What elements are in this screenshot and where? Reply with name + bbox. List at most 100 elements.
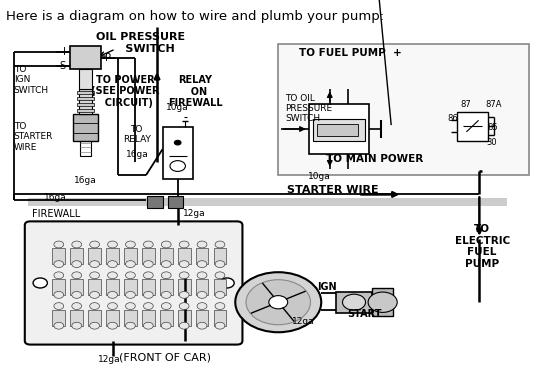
Text: 16ga: 16ga (126, 149, 148, 159)
Bar (160, 279, 172, 295)
Circle shape (174, 141, 181, 145)
Circle shape (161, 303, 171, 310)
Bar (196, 310, 208, 326)
Circle shape (107, 241, 117, 248)
Text: 87: 87 (460, 100, 471, 109)
Circle shape (126, 241, 136, 248)
Circle shape (72, 322, 82, 329)
Bar (163, 127, 193, 179)
Bar (52, 248, 65, 264)
Circle shape (179, 322, 189, 329)
Circle shape (107, 272, 117, 279)
Circle shape (235, 272, 321, 332)
Bar (457, 112, 488, 141)
Bar (124, 279, 137, 295)
Circle shape (72, 241, 82, 248)
Text: 87A: 87A (485, 100, 501, 109)
Circle shape (126, 322, 136, 329)
Bar (313, 119, 365, 141)
Text: (FRONT OF CAR): (FRONT OF CAR) (120, 352, 211, 362)
Bar (196, 279, 208, 295)
Circle shape (197, 291, 207, 298)
Bar (80, 139, 91, 156)
Circle shape (54, 272, 64, 279)
Bar (77, 91, 94, 94)
Text: TO MAIN POWER: TO MAIN POWER (326, 154, 423, 164)
Circle shape (161, 322, 171, 329)
Circle shape (107, 322, 117, 329)
Bar (77, 97, 94, 100)
Text: TO
RELAY: TO RELAY (123, 125, 150, 144)
Circle shape (197, 322, 207, 329)
Circle shape (161, 241, 171, 248)
Circle shape (107, 291, 117, 298)
Circle shape (368, 292, 397, 312)
Bar (88, 248, 101, 264)
Circle shape (90, 291, 100, 298)
Bar (177, 310, 191, 326)
Bar (73, 114, 98, 141)
Text: S: S (60, 61, 66, 71)
FancyBboxPatch shape (25, 221, 242, 345)
Bar (372, 288, 393, 316)
Circle shape (126, 303, 136, 310)
Bar (213, 248, 226, 264)
Circle shape (72, 261, 82, 268)
Bar (142, 310, 155, 326)
Bar (147, 196, 163, 208)
Circle shape (215, 261, 225, 268)
Text: TO OIL
PRESSURE
SWITCH: TO OIL PRESSURE SWITCH (285, 94, 333, 124)
Text: TO FUEL PUMP  +: TO FUEL PUMP + (299, 48, 401, 58)
Circle shape (179, 261, 189, 268)
Text: I: I (63, 47, 66, 57)
Text: 30: 30 (487, 138, 498, 147)
Circle shape (215, 322, 225, 329)
Text: 12ga: 12ga (98, 355, 120, 365)
Circle shape (90, 272, 100, 279)
Circle shape (143, 272, 153, 279)
Text: IGN: IGN (317, 282, 337, 292)
Circle shape (54, 241, 64, 248)
Bar (309, 104, 369, 154)
Circle shape (90, 261, 100, 268)
Bar (71, 248, 83, 264)
Bar (106, 248, 119, 264)
Circle shape (54, 261, 64, 268)
Circle shape (220, 278, 234, 288)
Circle shape (143, 291, 153, 298)
Bar (88, 310, 101, 326)
Text: 16ga: 16ga (74, 176, 97, 185)
Circle shape (197, 241, 207, 248)
Text: 86: 86 (447, 114, 458, 123)
Circle shape (161, 261, 171, 268)
Circle shape (179, 241, 189, 248)
Circle shape (126, 291, 136, 298)
Circle shape (179, 303, 189, 310)
Bar (278, 44, 529, 175)
Circle shape (54, 322, 64, 329)
Bar (177, 279, 191, 295)
Text: TO
ELECTRIC
FUEL
PUMP: TO ELECTRIC FUEL PUMP (455, 224, 510, 269)
Bar (79, 89, 92, 114)
Circle shape (170, 161, 185, 171)
Text: START: START (347, 309, 382, 319)
Circle shape (33, 278, 47, 288)
Bar (28, 198, 507, 206)
Circle shape (143, 322, 153, 329)
Circle shape (72, 272, 82, 279)
Circle shape (72, 291, 82, 298)
Text: 10ga: 10ga (166, 103, 189, 112)
Bar (142, 279, 155, 295)
Circle shape (107, 303, 117, 310)
Circle shape (90, 303, 100, 310)
Text: Here is a diagram on how to wire and plumb your pump:: Here is a diagram on how to wire and plu… (6, 10, 383, 23)
Circle shape (179, 291, 189, 298)
Circle shape (72, 303, 82, 310)
Text: 12ga: 12ga (183, 209, 206, 218)
Circle shape (343, 294, 365, 310)
Circle shape (126, 272, 136, 279)
Bar (160, 248, 172, 264)
Circle shape (143, 241, 153, 248)
Bar (52, 310, 65, 326)
Text: STARTER WIRE: STARTER WIRE (287, 185, 378, 195)
